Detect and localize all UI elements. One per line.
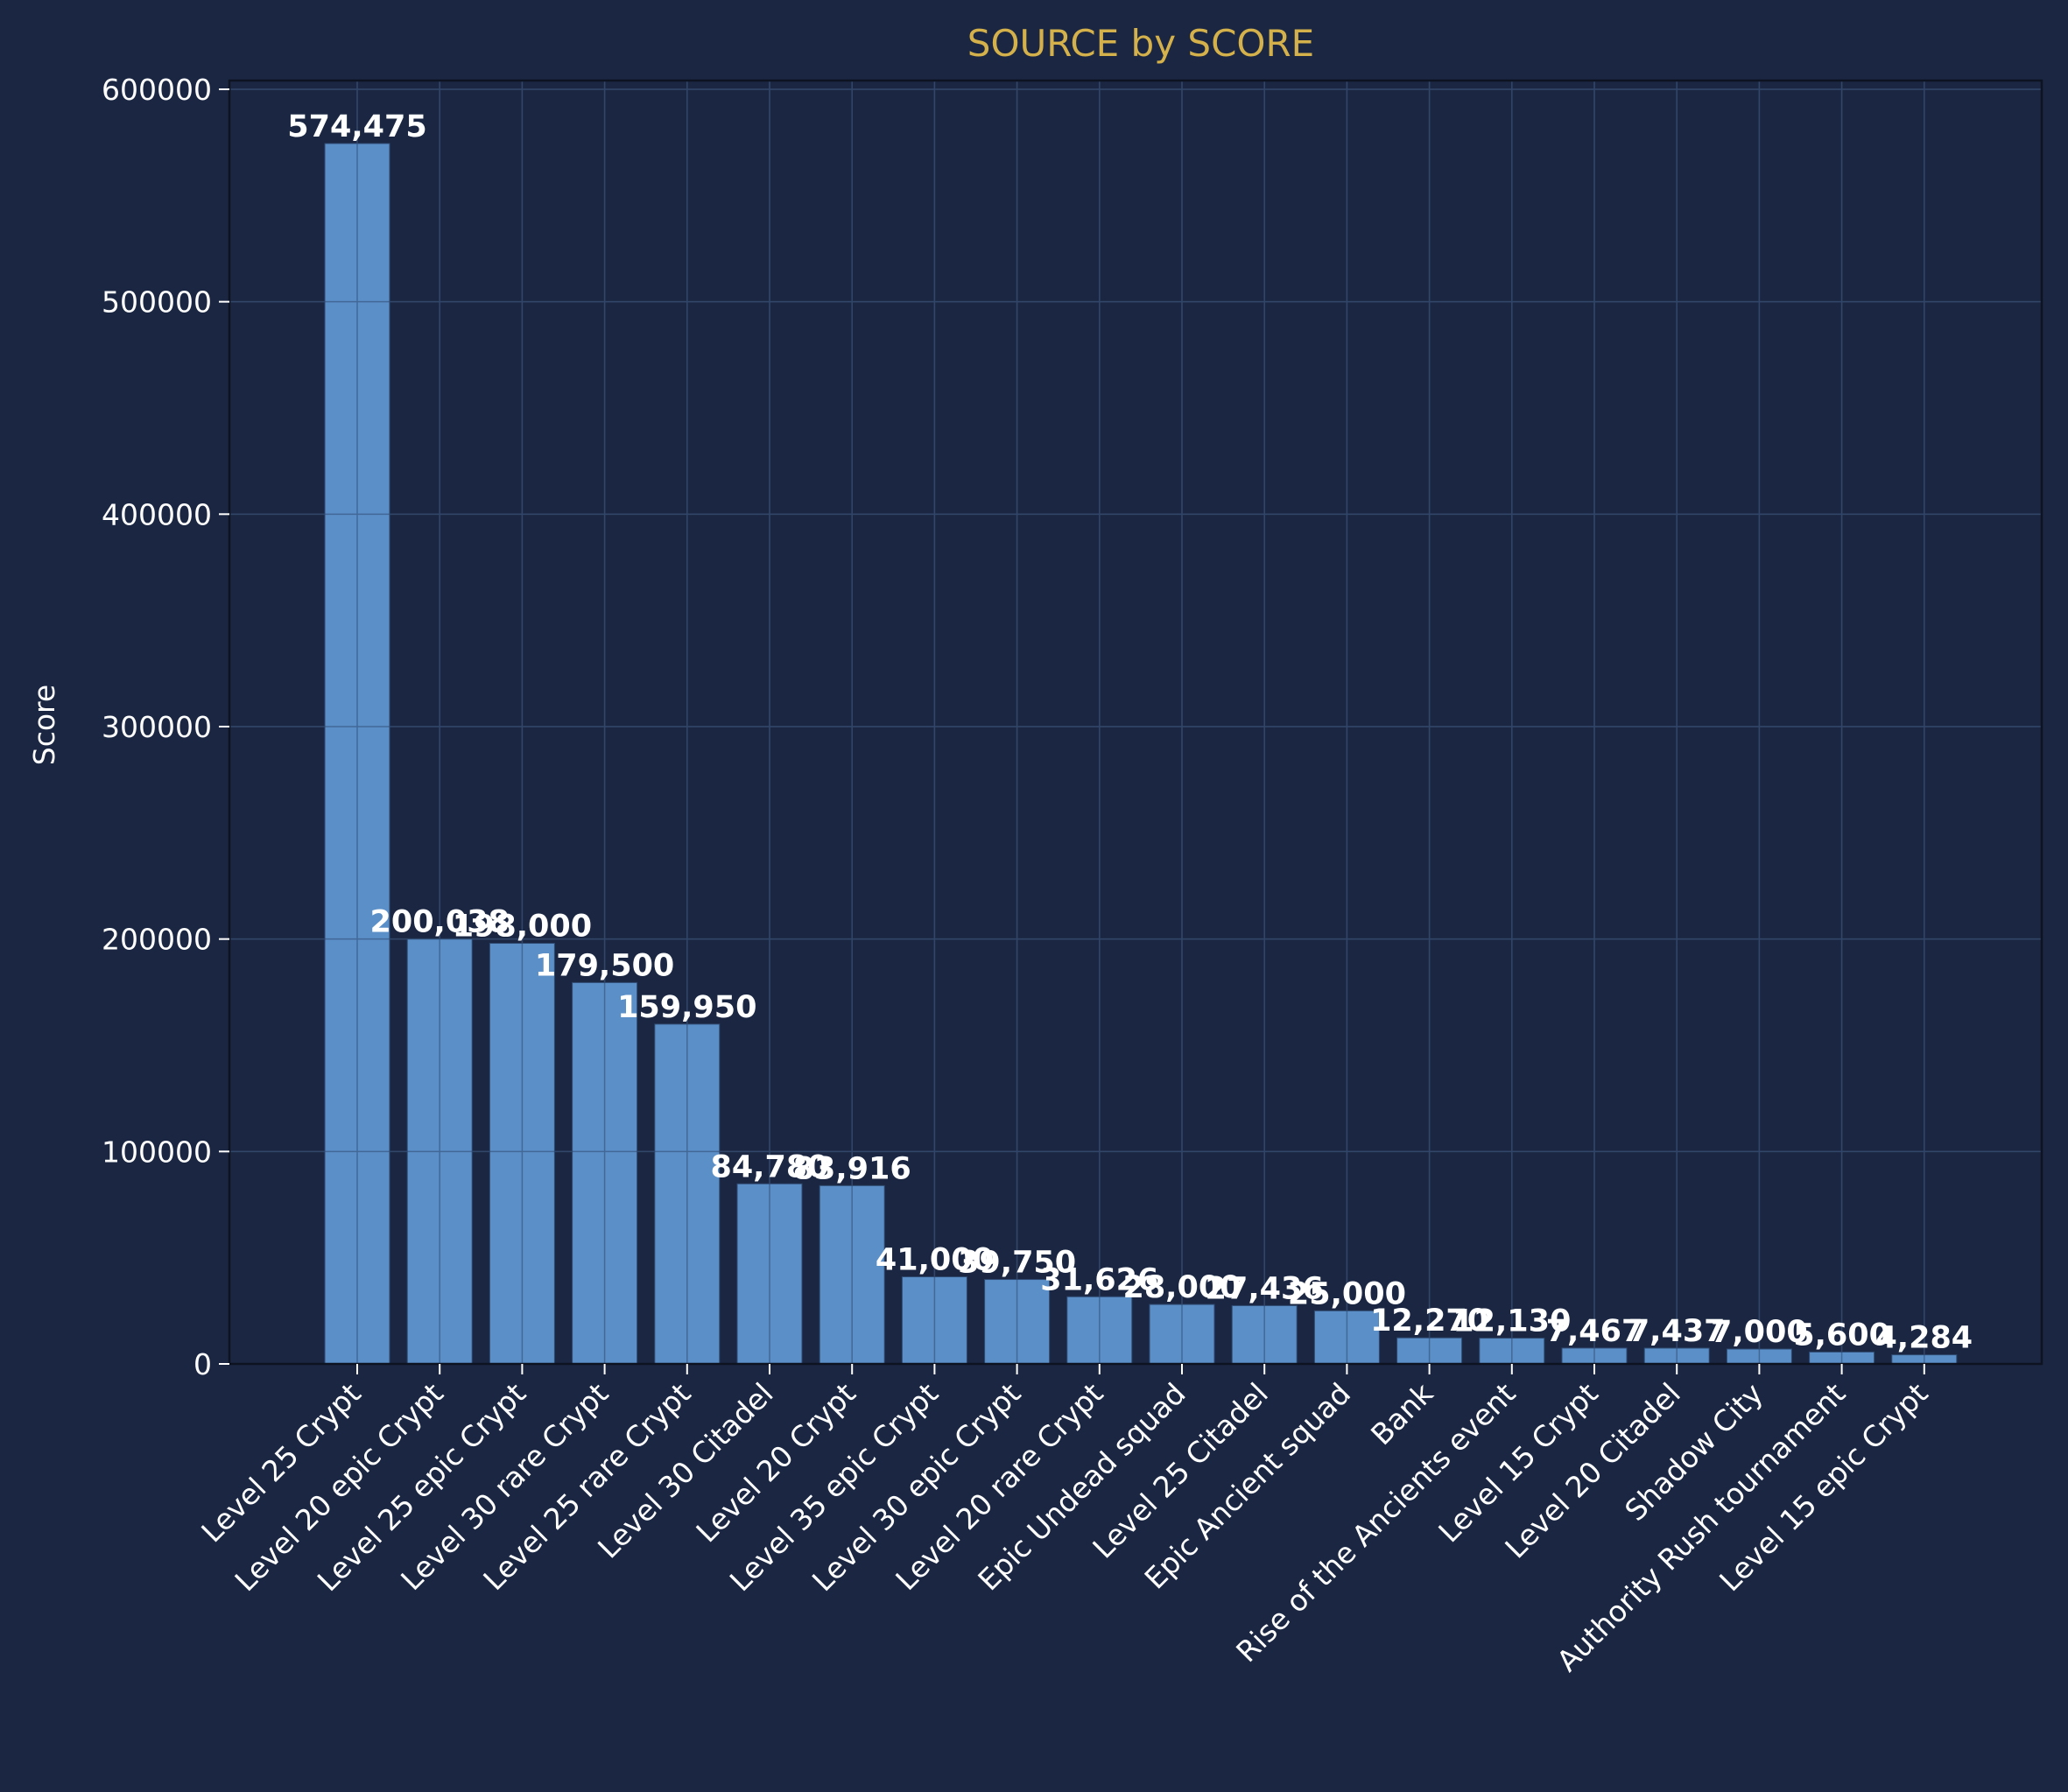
bar-value-label: 198,000	[453, 910, 592, 945]
y-tick-label: 600000	[102, 73, 212, 107]
bar-value-label: 200,038	[369, 905, 509, 940]
grid-overlay	[229, 81, 2042, 1365]
chart-title: SOURCE by SCORE	[967, 22, 1314, 65]
bar-value-label: 179,500	[535, 948, 674, 983]
bar-value-label: 12,270	[1370, 1304, 1488, 1339]
bar-value-label: 41,000	[876, 1243, 994, 1278]
axes: 0100000200000300000400000500000600000Lev…	[102, 73, 2043, 1678]
bar-value-label: 4,284	[1875, 1321, 1973, 1356]
bar-value-label: 12,130	[1453, 1304, 1571, 1339]
y-tick-label: 100000	[102, 1135, 212, 1169]
bar-value-label: 7,467	[1546, 1314, 1643, 1349]
y-axis-label: Score	[27, 685, 61, 765]
bar-value-label: 7,437	[1628, 1314, 1726, 1349]
y-tick-label: 0	[193, 1347, 212, 1381]
bar-value-label: 39,750	[958, 1246, 1076, 1281]
axes-frame	[228, 79, 2043, 1366]
bar-value-label: 574,475	[287, 109, 426, 144]
bars	[229, 81, 2042, 1365]
y-tick-label: 400000	[102, 497, 212, 531]
bar-value-label: 84,780	[710, 1149, 828, 1184]
bar-value-label: 5,600	[1793, 1318, 1890, 1353]
bar-value-label: 7,000	[1711, 1315, 1808, 1350]
bar-value-label: 27,436	[1206, 1271, 1324, 1306]
bar-value-label: 83,916	[793, 1151, 911, 1186]
y-tick-label: 500000	[102, 285, 212, 320]
y-tick-label: 200000	[102, 923, 212, 957]
bar-value-label: 31,626	[1040, 1262, 1158, 1297]
bar-value-label: 159,950	[617, 990, 756, 1025]
bar-value-label: 25,000	[1288, 1276, 1406, 1311]
y-tick-label: 300000	[102, 710, 212, 744]
bar-value-label: 28,000	[1122, 1270, 1241, 1305]
